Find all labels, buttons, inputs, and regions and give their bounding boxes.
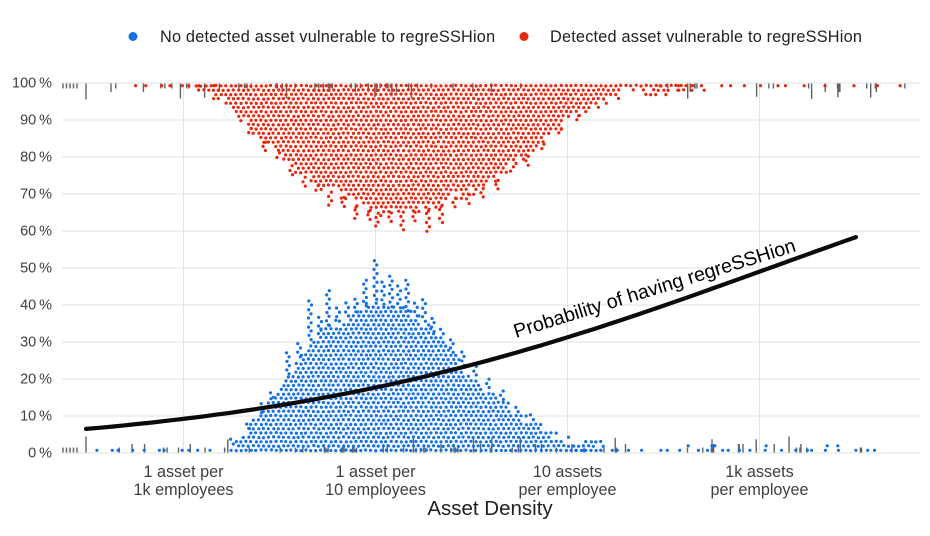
svg-text:1 asset per: 1 asset per: [143, 463, 224, 481]
svg-text:per employee: per employee: [518, 481, 616, 499]
svg-text:40 %: 40 %: [20, 298, 52, 314]
svg-text:10 assets: 10 assets: [533, 463, 602, 481]
svg-text:1k assets: 1k assets: [725, 463, 793, 481]
svg-text:1k employees: 1k employees: [134, 481, 234, 499]
svg-text:10 %: 10 %: [20, 409, 52, 425]
svg-text:per employee: per employee: [710, 481, 808, 499]
svg-text:20 %: 20 %: [20, 372, 52, 388]
svg-text:0 %: 0 %: [28, 446, 52, 462]
svg-text:60 %: 60 %: [20, 224, 52, 240]
svg-text:Detected asset vulnerable to r: Detected asset vulnerable to regreSSHion: [550, 28, 862, 46]
svg-text:90 %: 90 %: [20, 113, 52, 129]
svg-text:80 %: 80 %: [20, 150, 52, 166]
svg-text:70 %: 70 %: [20, 187, 52, 203]
svg-text:No detected asset vulnerable t: No detected asset vulnerable to regreSSH…: [160, 28, 495, 46]
svg-text:100 %: 100 %: [12, 76, 52, 92]
svg-text:10 employees: 10 employees: [325, 481, 426, 499]
svg-text:Asset Density: Asset Density: [427, 497, 553, 520]
svg-text:50 %: 50 %: [20, 261, 52, 277]
svg-text:30 %: 30 %: [20, 335, 52, 351]
svg-text:1 asset per: 1 asset per: [335, 463, 416, 481]
